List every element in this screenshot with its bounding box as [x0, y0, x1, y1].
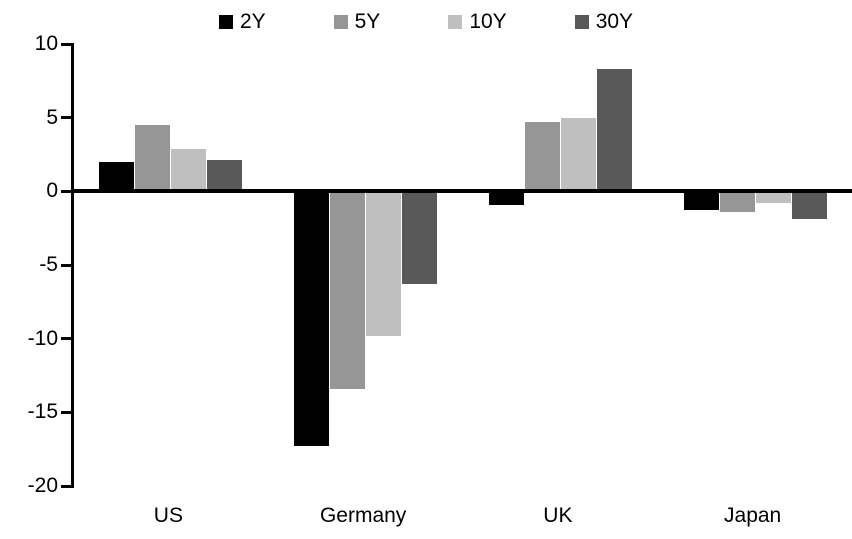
bar-germany-2y [294, 191, 330, 447]
x-axis-label-germany: Germany [319, 504, 407, 527]
bar-us-10y [171, 148, 207, 192]
legend-label: 5Y [354, 10, 381, 33]
y-axis-tick-label: -15 [27, 400, 58, 424]
x-axis-label-uk: UK [543, 504, 573, 527]
legend-swatch-icon [448, 15, 463, 29]
y-axis-tick [61, 410, 74, 414]
y-axis-tick-label: 10 [34, 32, 58, 55]
bar-us-2y [99, 161, 135, 192]
bar-japan-5y [719, 191, 755, 212]
legend-swatch-icon [333, 15, 348, 29]
y-axis-tick [61, 116, 74, 120]
bar-uk-5y [524, 122, 560, 192]
bar-us-5y [135, 125, 171, 192]
y-axis-tick-label: 0 [46, 179, 58, 203]
x-axis-zero-line [71, 189, 852, 194]
bar-japan-10y [755, 191, 791, 204]
y-axis-tick [61, 337, 74, 341]
y-axis-tick [61, 42, 74, 46]
bar-germany-5y [330, 191, 366, 389]
legend-label: 30Y [595, 10, 634, 33]
legend-swatch-icon [574, 15, 589, 29]
bar-us-30y [207, 160, 243, 192]
legend-item-30y: 30Y [574, 10, 634, 34]
y-axis-tick [61, 484, 74, 488]
legend-swatch-icon [218, 15, 233, 29]
x-axis-label-us: US [153, 504, 183, 527]
y-axis-tick [61, 189, 74, 193]
y-axis-tick-label: 5 [46, 105, 58, 129]
y-axis-tick-label: -10 [27, 326, 58, 350]
legend-item-2y: 2Y [218, 10, 266, 34]
legend-label: 2Y [239, 10, 266, 33]
bar-japan-2y [683, 191, 719, 211]
x-axis-label-japan: Japan [724, 504, 782, 527]
bar-germany-30y [402, 191, 438, 285]
chart-legend: 2Y 5Y 10Y 30Y [0, 10, 852, 34]
bar-japan-30y [791, 191, 827, 220]
legend-item-10y: 10Y [448, 10, 507, 34]
legend-label: 10Y [469, 10, 507, 33]
y-axis-tick-label: -20 [27, 474, 58, 497]
plot-area [61, 42, 852, 488]
legend-item-5y: 5Y [333, 10, 381, 34]
y-axis-tick [61, 263, 74, 267]
bar-uk-10y [560, 117, 596, 192]
bar-uk-30y [596, 69, 632, 192]
y-axis-tick-label: -5 [39, 253, 58, 276]
bar-germany-10y [366, 191, 402, 336]
bar-uk-2y [488, 191, 524, 205]
